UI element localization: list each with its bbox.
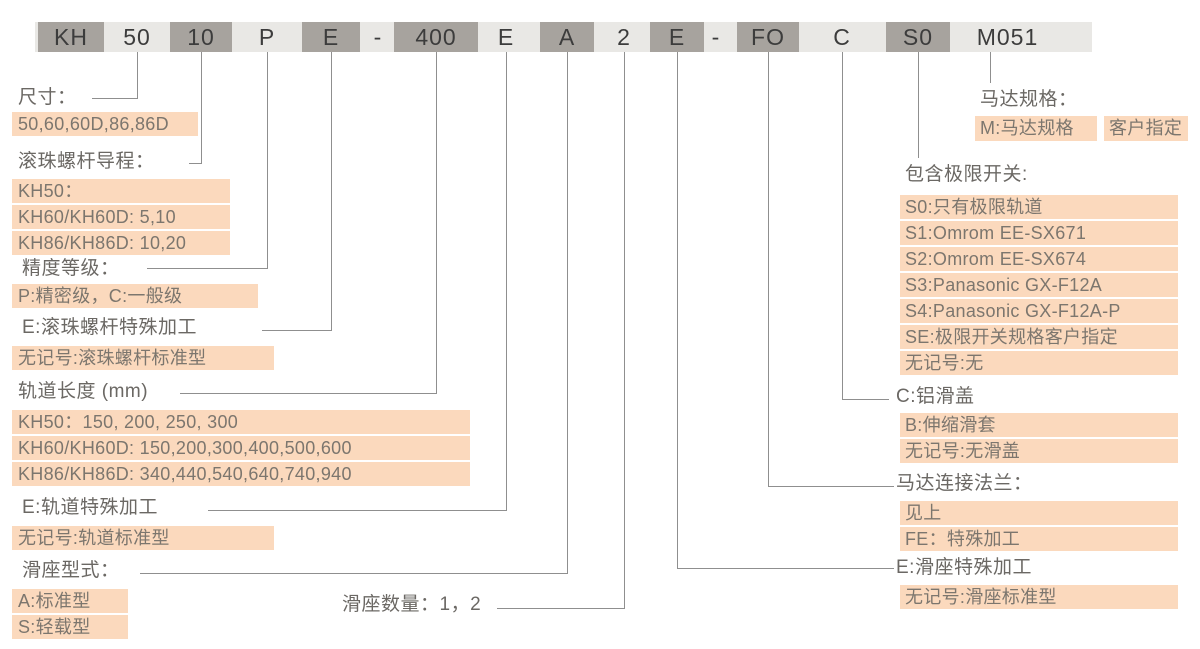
code-segment-switch: S0 [886,22,950,52]
rail-length-option: KH50：150, 200, 250, 300 [12,410,470,434]
limit-switch-option: S3:Panasonic GX-F12A [900,273,1178,297]
code-segment-slider-qty: 2 [617,24,631,50]
code-segment-lead: 10 [170,22,232,52]
code-segment-accuracy: P [258,24,276,50]
code-segment-size: 50 [123,24,151,50]
limit-switch-option: SE:极限开关规格客户指定 [900,325,1178,349]
connector-accuracy [147,52,268,269]
slide-cover-option: B:伸缩滑套 [900,413,1178,437]
code-segment-motor: M051 [976,24,1039,50]
code-segment-slider-special: E [650,22,704,52]
slider-qty-label: 滑座数量：1，2 [342,594,482,615]
code-segment-length: 400 [394,22,478,52]
connector-lead [189,52,202,164]
accuracy-grade-label: 精度等级： [22,258,120,279]
motor-spec-label: 马达规格： [980,89,1078,110]
rail-length-option: KH60/KH60D: 150,200,300,400,500,600 [12,436,470,460]
limit-switch-label: 包含极限开关: [905,164,1028,185]
connector-screw-special [262,52,332,331]
rail-length-option: KH86/KH86D: 340,440,540,640,740,940 [12,462,470,486]
connector-switch [918,52,920,158]
code-segment-screw-special: E [302,22,360,52]
motor-flange-option: FE：特殊加工 [900,527,1178,551]
slider-type-option: S:轻载型 [12,615,128,639]
ball-screw-lead-option: KH86/KH86D: 10,20 [12,231,230,255]
slider-type-option: A:标准型 [12,589,128,613]
ball-screw-special-label: E:滚珠螺杆特殊加工 [22,317,197,338]
code-segment-flange: FO [737,22,799,52]
limit-switch-option: S2:Omrom EE-SX674 [900,247,1178,271]
code-segment-cover: C [833,24,851,50]
size-label: 尺寸： [18,87,77,108]
accuracy-grade-option: P:精密级，C:一般级 [12,284,258,308]
connector-rail-special [208,52,507,511]
connector-motor [990,52,992,83]
motor-flange-option: 见上 [900,501,1178,525]
slider-special-label: E:滑座特殊加工 [896,557,1032,578]
ball-screw-lead-option: KH60/KH60D: 5,10 [12,205,230,229]
rail-special-option: 无记号:轨道标准型 [12,526,274,550]
connector-slider-qty [497,52,625,609]
connector-flange [768,52,894,487]
rail-length-label: 轨道长度 (mm) [18,381,149,402]
connector-cover [842,52,889,400]
slider-special-option: 无记号:滑座标准型 [900,585,1178,609]
connector-size [92,52,138,99]
code-segment-rail-special: E [497,24,515,50]
motor-flange-label: 马达连接法兰： [896,473,1033,494]
motor-spec-option: M:马达规格 [975,116,1097,141]
code-segment-slider-type: A [540,22,594,52]
limit-switch-option: 无记号:无 [900,351,1178,375]
ball-screw-lead-option: KH50： [12,179,230,203]
connector-rail-length [180,52,437,394]
ball-screw-lead-label: 滚珠螺杆导程： [18,151,155,172]
rail-special-label: E:轨道特殊加工 [22,497,158,518]
size-option: 50,60,60D,86,86D [12,112,198,136]
connector-slider-type [140,52,568,574]
limit-switch-option: S0:只有极限轨道 [900,195,1178,219]
motor-spec-option: 客户指定 [1104,116,1188,141]
connector-slider-special [677,52,894,569]
ball-screw-special-option: 无记号:滚珠螺杆标准型 [12,346,274,370]
code-segment-kh: KH [38,22,104,52]
slider-type-label: 滑座型式： [22,560,120,581]
slide-cover-option: 无记号:无滑盖 [900,439,1178,463]
code-segment-dash1: - [373,24,383,50]
code-segment-dash2: - [711,24,721,50]
slide-cover-label: C:铝滑盖 [896,386,975,407]
limit-switch-option: S1:Omrom EE-SX671 [900,221,1178,245]
limit-switch-option: S4:Panasonic GX-F12A-P [900,299,1178,323]
